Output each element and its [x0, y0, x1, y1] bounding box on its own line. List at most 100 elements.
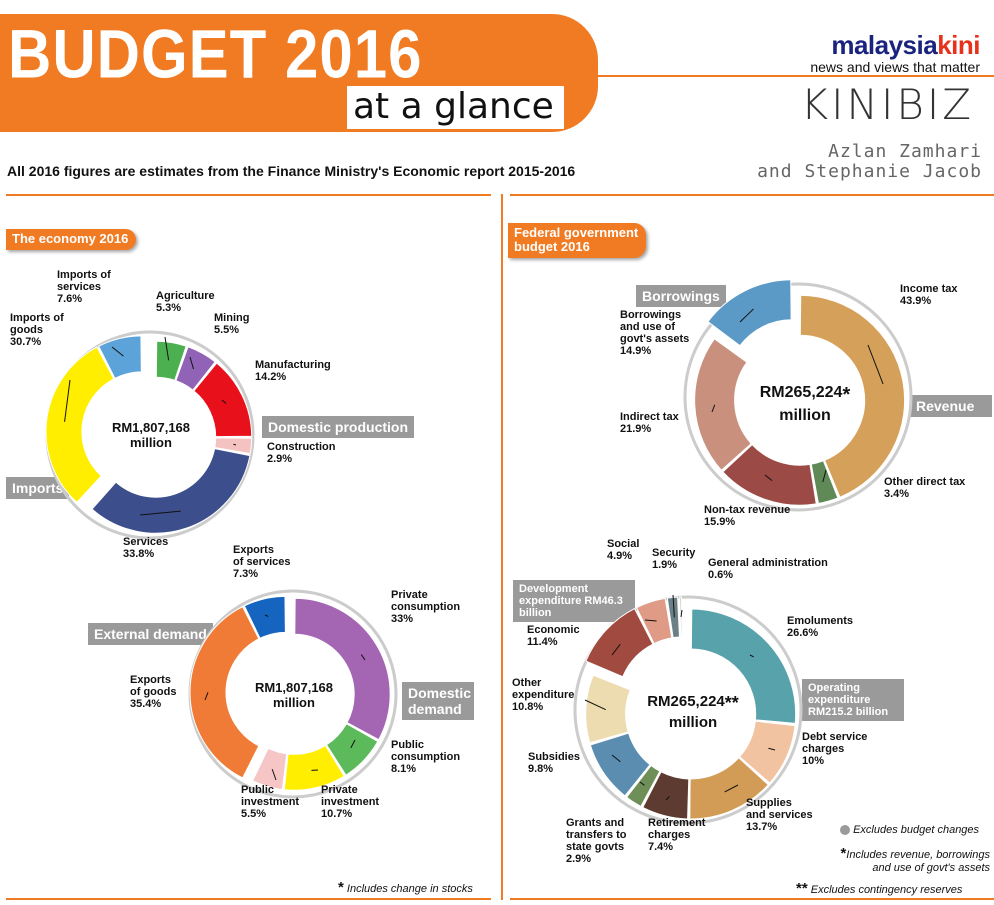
legend-includes-revenue-text: Includes revenue, borrowings	[846, 849, 990, 861]
chart1-leader-4	[139, 510, 181, 516]
chart4-label-2: Supplies and services 13.7%	[746, 797, 813, 833]
chart4-slice-10	[679, 596, 683, 638]
chart4-label-9: Security 1.9%	[652, 547, 696, 571]
legend-star: *	[840, 845, 847, 862]
chart1-slice-1	[175, 346, 216, 391]
chart3-label-0: Income tax 43.9%	[900, 283, 958, 307]
page-title: BUDGET 2016	[8, 15, 423, 93]
chart3-center-value: RM265,224	[759, 384, 843, 401]
chart3-outer-ring	[683, 282, 913, 512]
chart1-label-0: Agriculture 5.3%	[156, 290, 215, 314]
chart2-slice-2	[283, 744, 345, 791]
group-domestic-production: Domestic production	[262, 416, 415, 438]
chart4-label-3: Retirement charges 7.4%	[648, 817, 706, 853]
group-revenue: Revenue	[910, 395, 992, 417]
right-bottom-rule	[510, 898, 994, 900]
chart3-slice-1	[810, 460, 839, 505]
chart4-leader-0	[749, 654, 754, 658]
chart1-label-6: Imports of services 7.6%	[57, 269, 111, 305]
chart2-leader-1	[350, 739, 356, 749]
chart4-slice-5	[589, 732, 651, 797]
chart3-star: *	[842, 384, 851, 406]
chart3-label-4: Borrowings and use of govt's assets 14.9%	[620, 309, 689, 357]
chart4-label-4: Grants and transfers to state govts 2.9%	[566, 817, 627, 865]
chart2-slice-3	[251, 747, 288, 791]
legend-includes-revenue-text-2: and use of govt's assets	[872, 862, 990, 874]
chart1-slice-3	[214, 437, 253, 455]
chart2-center: RM1,807,168 million	[234, 680, 354, 710]
chart2-slice-4	[189, 606, 260, 779]
right-top-rule	[510, 194, 994, 196]
chart4-leader-2	[724, 784, 739, 793]
column-divider	[501, 194, 503, 900]
chart4-label-8: Social 4.9%	[607, 538, 639, 562]
chart2-leader-0	[360, 654, 366, 661]
chart2-label-0: Private consumption 33%	[391, 589, 460, 625]
chart1-leader-3	[233, 443, 237, 446]
chart1-slice-5	[45, 346, 115, 504]
chart4-leader-5	[611, 754, 621, 763]
chart1-slice-2	[193, 362, 253, 438]
kinibiz-logo: KINIBIZ	[800, 80, 974, 129]
footnote-stocks: * Includes change in stocks	[338, 879, 473, 896]
chart3-leader-3	[711, 404, 716, 413]
chart3-leader-4	[739, 308, 754, 323]
federal-budget-tag-line-1: Federal government	[514, 225, 639, 240]
chart1-leader-6	[111, 346, 124, 357]
chart3-leader-1	[822, 469, 827, 483]
chart2-slice-5	[243, 595, 286, 639]
federal-budget-tag-line-2: budget 2016	[514, 239, 590, 254]
chart4-leader-9	[672, 594, 675, 618]
chart2-center-value: RM1,807,168	[254, 680, 334, 695]
group-imports: Imports	[6, 477, 70, 499]
chart4-slice-1	[738, 720, 796, 784]
chart4-slice-0	[690, 608, 797, 724]
legend-budget-changes-text: Excludes budget changes	[853, 824, 980, 836]
group-development-expenditure: Development expenditure RM46.3 billion	[513, 580, 635, 622]
chart4-dstar: **	[724, 693, 739, 713]
chart3-slice-0	[799, 294, 906, 498]
chart1-leader-2	[221, 399, 227, 404]
brand-name-b: kini	[937, 30, 980, 60]
chart4-slice-3	[642, 771, 690, 820]
chart4-slice-4	[625, 764, 661, 808]
chart2-label-5: Exports of services 7.3%	[233, 544, 290, 580]
chart1-label-4: Services 33.8%	[123, 536, 168, 560]
chart4-slice-7	[585, 607, 654, 678]
chart1-slice-0	[155, 340, 187, 381]
chart4-label-1: Debt service charges 10%	[802, 731, 867, 767]
chart4-center-unit: million	[668, 714, 718, 731]
authors: Azlan Zamhari and Stephanie Jacob	[757, 142, 982, 182]
group-external-demand: External demand	[88, 623, 213, 645]
author-line-1: Azlan Zamhari	[828, 141, 982, 162]
chart1-leader-5	[64, 379, 71, 422]
economy-tag: The economy 2016	[6, 229, 137, 250]
group-borrowings: Borrowings	[636, 285, 726, 307]
chart4-label-10: General administration 0.6%	[708, 557, 828, 581]
legend-includes-revenue: *Includes revenue, borrowings and use of…	[820, 845, 990, 874]
chart1-center-unit: million	[130, 435, 172, 450]
chart1-center: RM1,807,168 million	[91, 420, 211, 450]
federal-budget-tag: Federal government budget 2016	[508, 223, 647, 258]
chart1-label-2: Manufacturing 14.2%	[255, 359, 331, 383]
chart2-leader-3	[271, 768, 277, 781]
left-top-rule	[6, 194, 491, 196]
chart4-leader-6	[584, 699, 606, 711]
chart1-slice-6	[98, 335, 142, 379]
chart2-center-unit: million	[273, 695, 315, 710]
brand-logo: malaysiakini news and views that matter	[810, 30, 980, 75]
chart3-leader-0	[867, 344, 884, 385]
chart1-label-1: Mining 5.5%	[214, 312, 249, 336]
legend-budget-changes: Excludes budget changes	[840, 824, 979, 836]
brand-tagline: news and views that matter	[810, 59, 980, 75]
footnote-stocks-star: *	[338, 879, 344, 896]
chart4-label-5: Subsidies 9.8%	[528, 751, 580, 775]
chart4-slice-2	[689, 757, 769, 820]
chart4-label-7: Economic 11.4%	[527, 624, 580, 648]
chart2-label-1: Public consumption 8.1%	[391, 739, 460, 775]
chart1-label-5: Imports of goods 30.7%	[10, 312, 64, 348]
legend-dstar: **	[796, 880, 808, 897]
author-line-2: and Stephanie Jacob	[757, 161, 982, 182]
brand-name-a: malaysia	[831, 30, 938, 60]
